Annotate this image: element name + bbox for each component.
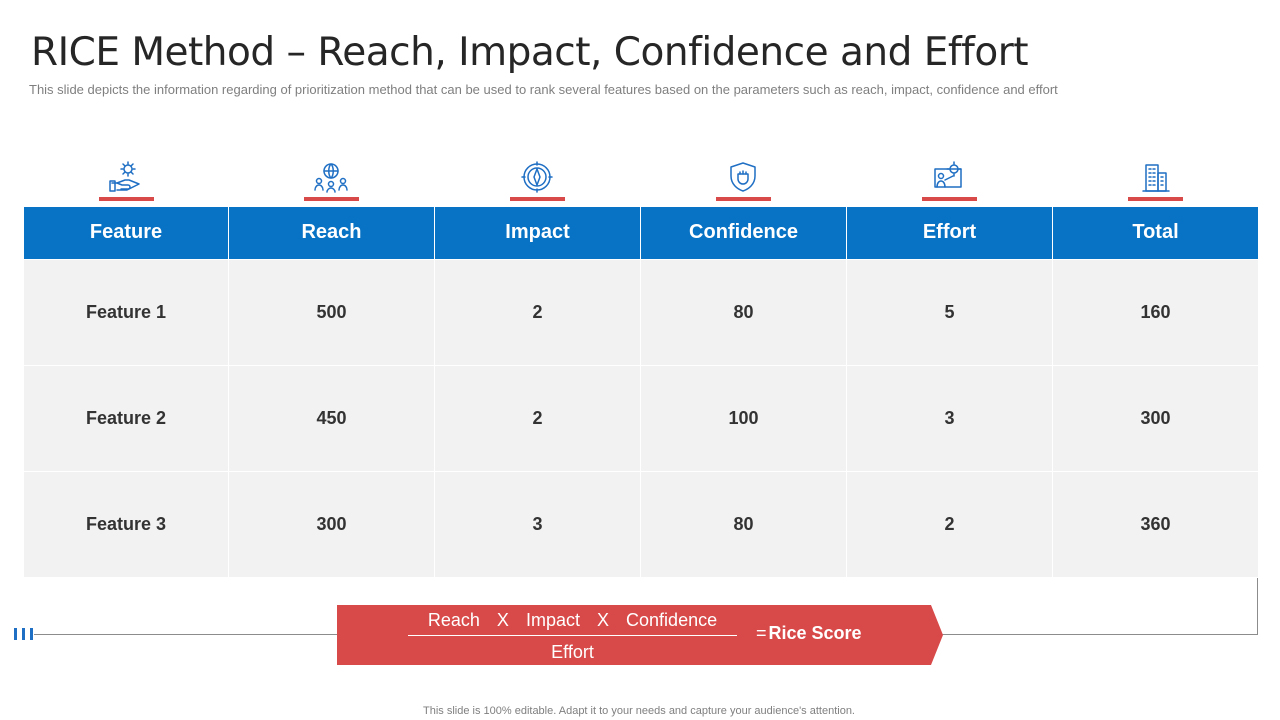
header-total: Total [1052,207,1259,259]
table-row: Feature 2 450 2 100 3 300 [23,364,1259,472]
operator-multiply: X [597,610,610,630]
cell-impact: 2 [434,364,641,472]
formula-numerator: Reach X Impact X Confidence [410,610,735,631]
operator-multiply: X [496,610,509,630]
table-row: Feature 3 300 3 80 2 360 [23,470,1259,578]
cell-effort: 5 [846,258,1053,366]
connector-line-vertical [1257,578,1258,635]
slide-footer: This slide is 100% editable. Adapt it to… [423,705,855,717]
term-impact: Impact [525,610,580,630]
building-icon [1052,158,1257,204]
cell-effort: 3 [846,364,1053,472]
header-effort: Effort [846,207,1053,259]
cell-total: 360 [1052,470,1259,578]
formula-denominator: Effort [551,642,594,662]
cell-total: 300 [1052,364,1259,472]
cell-feature: Feature 1 [23,258,229,366]
target-compass-icon [434,158,639,204]
slide-subtitle: This slide depicts the information regar… [29,82,1058,97]
header-feature: Feature [23,207,229,259]
rice-score-label: Rice Score [768,623,862,643]
cell-confidence: 80 [640,258,847,366]
term-confidence: Confidence [626,610,718,630]
cell-reach: 450 [228,364,435,472]
presentation-gear-icon [846,158,1051,204]
cell-feature: Feature 2 [23,364,229,472]
fraction-line [408,635,737,636]
table-header-row: Feature Reach Impact Confidence Effort T… [23,207,1259,259]
hand-gear-icon [23,158,228,204]
cell-confidence: 80 [640,470,847,578]
slide-title: RICE Method – Reach, Impact, Confidence … [31,30,1029,75]
cell-impact: 3 [434,470,641,578]
header-reach: Reach [228,207,435,259]
cell-impact: 2 [434,258,641,366]
cell-total: 160 [1052,258,1259,366]
header-impact: Impact [434,207,641,259]
globe-people-icon [228,158,433,204]
rice-table: Feature Reach Impact Confidence Effort T… [23,207,1259,578]
cell-confidence: 100 [640,364,847,472]
cell-effort: 2 [846,470,1053,578]
equals-sign: = [756,623,767,643]
column-icon-row [23,158,1258,204]
cell-reach: 500 [228,258,435,366]
formula-result: = Rice Score [756,623,862,644]
cell-reach: 300 [228,470,435,578]
shield-fist-icon [640,158,845,204]
header-confidence: Confidence [640,207,847,259]
table-row: Feature 1 500 2 80 5 160 [23,258,1259,366]
term-reach: Reach [427,610,480,630]
cell-feature: Feature 3 [23,470,229,578]
